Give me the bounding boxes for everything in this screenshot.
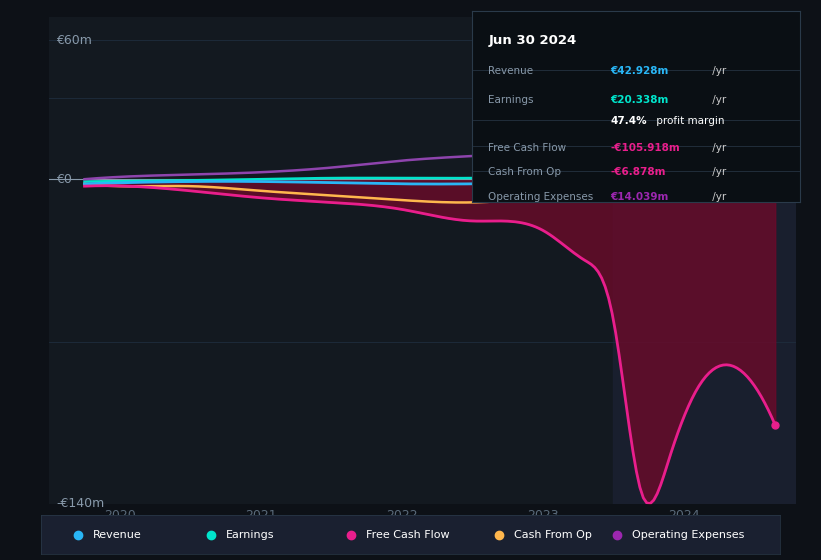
Text: 47.4%: 47.4%: [610, 116, 647, 126]
Text: /yr: /yr: [709, 95, 726, 105]
Bar: [613, 17, 796, 504]
Text: /yr: /yr: [709, 192, 726, 202]
Text: -€140m: -€140m: [57, 497, 104, 511]
Text: Free Cash Flow: Free Cash Flow: [366, 530, 450, 540]
Text: Free Cash Flow: Free Cash Flow: [488, 143, 566, 152]
Text: €0: €0: [57, 172, 72, 186]
Text: /yr: /yr: [709, 67, 726, 76]
Text: -€6.878m: -€6.878m: [610, 167, 666, 178]
Text: profit margin: profit margin: [653, 116, 724, 126]
Text: Earnings: Earnings: [226, 530, 274, 540]
Text: Earnings: Earnings: [488, 95, 534, 105]
Text: €60m: €60m: [57, 34, 92, 46]
Text: Jun 30 2024: Jun 30 2024: [488, 34, 576, 47]
Text: €20.338m: €20.338m: [610, 95, 668, 105]
Text: /yr: /yr: [709, 167, 726, 178]
Text: €42.928m: €42.928m: [610, 67, 668, 76]
Text: Cash From Op: Cash From Op: [488, 167, 562, 178]
Text: Revenue: Revenue: [93, 530, 141, 540]
Text: Operating Expenses: Operating Expenses: [488, 192, 594, 202]
Text: Revenue: Revenue: [488, 67, 534, 76]
Text: €14.039m: €14.039m: [610, 192, 668, 202]
Text: Cash From Op: Cash From Op: [514, 530, 592, 540]
Text: -€105.918m: -€105.918m: [610, 143, 680, 152]
Text: Operating Expenses: Operating Expenses: [632, 530, 745, 540]
Text: /yr: /yr: [709, 143, 726, 152]
